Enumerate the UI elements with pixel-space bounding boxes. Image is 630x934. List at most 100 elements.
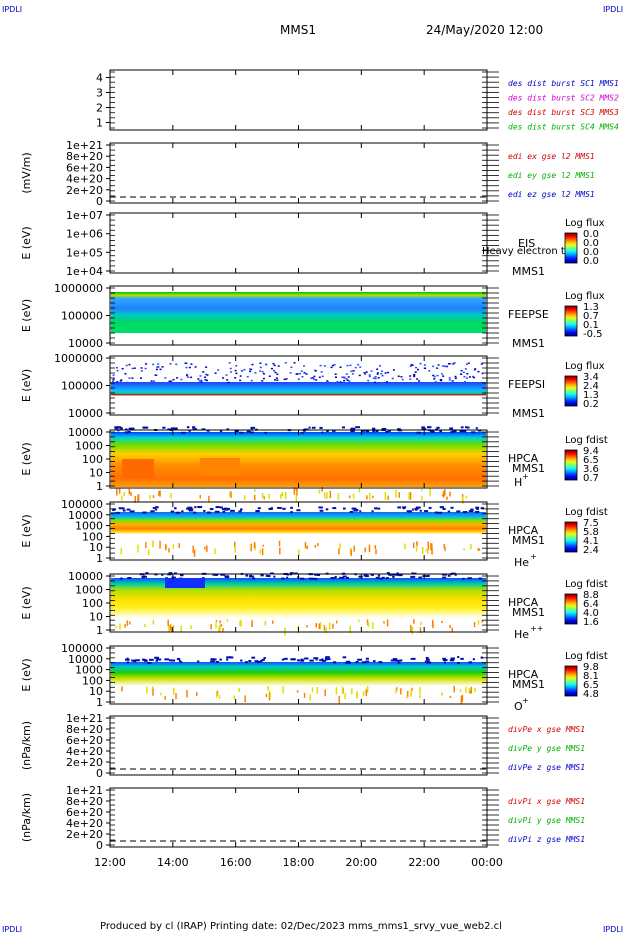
y-tick-label: 1000 xyxy=(75,584,103,597)
speckle xyxy=(260,574,264,577)
speckle xyxy=(454,375,457,378)
speckle xyxy=(192,426,196,429)
speckle xyxy=(470,686,473,694)
legend-entry: des dist burst SC2 MMS2 xyxy=(508,94,619,103)
y-tick-label: 1000 xyxy=(75,440,103,453)
speckle xyxy=(228,362,231,364)
speckle xyxy=(197,506,203,509)
speckle xyxy=(467,362,470,365)
speckle xyxy=(116,381,119,384)
speckle xyxy=(314,544,316,548)
instrument-name: HPCA xyxy=(508,668,539,681)
spectrogram-band xyxy=(111,292,486,333)
speckle xyxy=(152,363,155,366)
speckle xyxy=(406,695,408,699)
speckle xyxy=(188,509,193,512)
speckle xyxy=(392,658,398,661)
speckle xyxy=(476,508,479,511)
colorbar-title: Log fdist xyxy=(565,651,608,662)
speckle xyxy=(159,368,162,371)
y-tick-label: 10000 xyxy=(68,407,103,420)
speckle xyxy=(443,661,446,664)
speckle xyxy=(244,695,246,703)
speckle xyxy=(313,657,319,660)
speckle xyxy=(366,686,369,694)
speckle xyxy=(434,511,438,514)
speckle xyxy=(350,370,353,373)
speckle xyxy=(251,363,254,366)
speckle xyxy=(208,495,210,502)
speckle xyxy=(442,657,447,660)
speckle xyxy=(463,381,466,383)
speckle xyxy=(423,364,426,366)
speckle xyxy=(140,370,143,372)
speckle xyxy=(215,623,217,629)
speckle xyxy=(296,659,301,662)
y-tick-label: 0 xyxy=(96,839,103,852)
speckle xyxy=(259,549,262,554)
speckle xyxy=(120,379,123,381)
speckle xyxy=(323,492,326,499)
speckle xyxy=(309,694,312,701)
y-tick-label: 100 xyxy=(82,530,103,543)
speckle xyxy=(395,689,397,694)
speckle xyxy=(460,426,464,429)
speckle xyxy=(193,549,196,557)
speckle xyxy=(114,427,119,430)
speckle xyxy=(186,374,189,377)
speckle xyxy=(317,574,321,577)
speckle xyxy=(261,548,264,556)
speckle xyxy=(293,487,296,495)
speckle xyxy=(171,576,176,579)
speckle xyxy=(481,620,484,623)
colorbar-label: 0.7 xyxy=(583,473,599,484)
speckle xyxy=(338,695,341,704)
y-tick-label: 1e+04 xyxy=(66,265,103,278)
y-tick-label: 2e+20 xyxy=(66,756,103,769)
speckle xyxy=(152,688,154,696)
speckle xyxy=(220,573,225,576)
speckle xyxy=(321,375,324,378)
speckle xyxy=(378,507,381,510)
charge-label: ++ xyxy=(530,624,543,633)
speckle xyxy=(433,375,436,378)
speckle xyxy=(300,577,305,580)
speckle xyxy=(426,426,432,429)
y-tick-label: 1 xyxy=(96,696,103,709)
colorbar-label: 3.6 xyxy=(583,464,599,475)
speckle xyxy=(273,364,276,367)
speckle xyxy=(449,624,451,629)
speckle xyxy=(480,363,483,366)
speckle xyxy=(137,544,139,553)
colorbar xyxy=(564,593,578,625)
speckle xyxy=(329,490,332,499)
speckle xyxy=(427,549,429,554)
x-tick-label: 00:00 xyxy=(471,856,503,869)
colorbar-label: 0.0 xyxy=(583,247,599,258)
speckle xyxy=(253,494,256,501)
speckle xyxy=(346,379,349,381)
spacecraft-label: MMS1 xyxy=(512,337,545,350)
speckle xyxy=(190,376,193,379)
speckle xyxy=(419,694,421,699)
speckle xyxy=(187,506,193,509)
speckle xyxy=(474,511,478,514)
speckle xyxy=(127,577,132,580)
speckle xyxy=(167,428,172,431)
speckle xyxy=(126,657,129,660)
speckle xyxy=(150,510,155,513)
speckle xyxy=(409,491,412,500)
speckle xyxy=(296,489,298,496)
speckle xyxy=(398,492,401,498)
speckle xyxy=(308,426,311,429)
speckle xyxy=(374,375,377,378)
speckle xyxy=(371,510,374,513)
speckle xyxy=(401,378,404,381)
speckle xyxy=(384,372,387,374)
speckle xyxy=(239,379,242,382)
speckle xyxy=(411,627,414,635)
speckle xyxy=(198,380,201,382)
speckle xyxy=(330,366,333,369)
speckle xyxy=(347,376,350,378)
